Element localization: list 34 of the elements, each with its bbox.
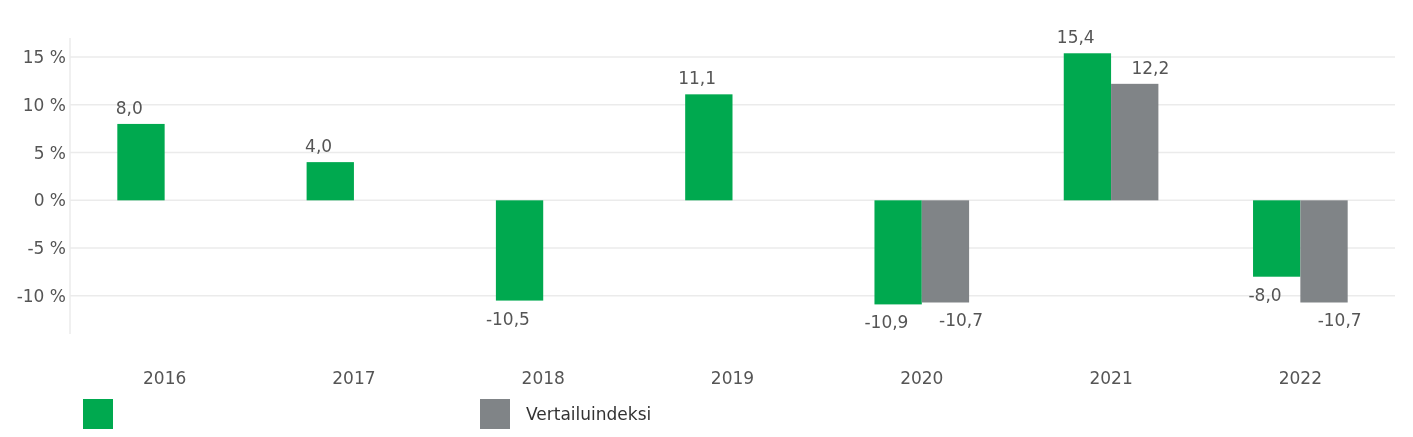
bar: [117, 123, 165, 201]
bar: [1300, 200, 1348, 303]
data-label: -10,9: [864, 312, 909, 333]
data-label: -10,7: [939, 310, 984, 331]
x-tick-label: 2020: [900, 368, 944, 388]
x-tick-label: 2017: [332, 368, 376, 388]
bar: [495, 200, 544, 301]
y-tick-label: 15 %: [22, 47, 66, 68]
bar: [1063, 53, 1112, 201]
bar: [685, 94, 733, 201]
data-label: -10,5: [485, 308, 530, 329]
data-label: -8,0: [1248, 284, 1282, 305]
data-label: -10,7: [1317, 310, 1362, 331]
x-tick-label: 2019: [710, 368, 755, 388]
x-tick-label: 2016: [143, 368, 187, 388]
bar: [1111, 83, 1159, 201]
data-label: 11,1: [678, 68, 717, 89]
legend-label: Vertailuindeksi: [526, 403, 652, 424]
x-tick-label: 2018: [521, 368, 565, 388]
bar: [921, 200, 970, 303]
x-tick-label: 2021: [1089, 368, 1133, 388]
data-label: 15,4: [1056, 27, 1095, 48]
y-tick-label: 5 %: [33, 142, 66, 163]
bar: [874, 200, 922, 305]
y-tick-label: 0 %: [33, 190, 66, 211]
y-tick-label: -10 %: [16, 285, 66, 306]
y-tick-label: 10 %: [22, 94, 66, 115]
data-label: 12,2: [1131, 57, 1170, 78]
bar: [1253, 200, 1301, 277]
y-tick-label: -5 %: [27, 238, 66, 259]
bar: [306, 162, 354, 201]
data-label: 4,0: [305, 136, 333, 157]
data-label: 8,0: [115, 97, 143, 118]
x-tick-label: 2022: [1278, 368, 1322, 388]
